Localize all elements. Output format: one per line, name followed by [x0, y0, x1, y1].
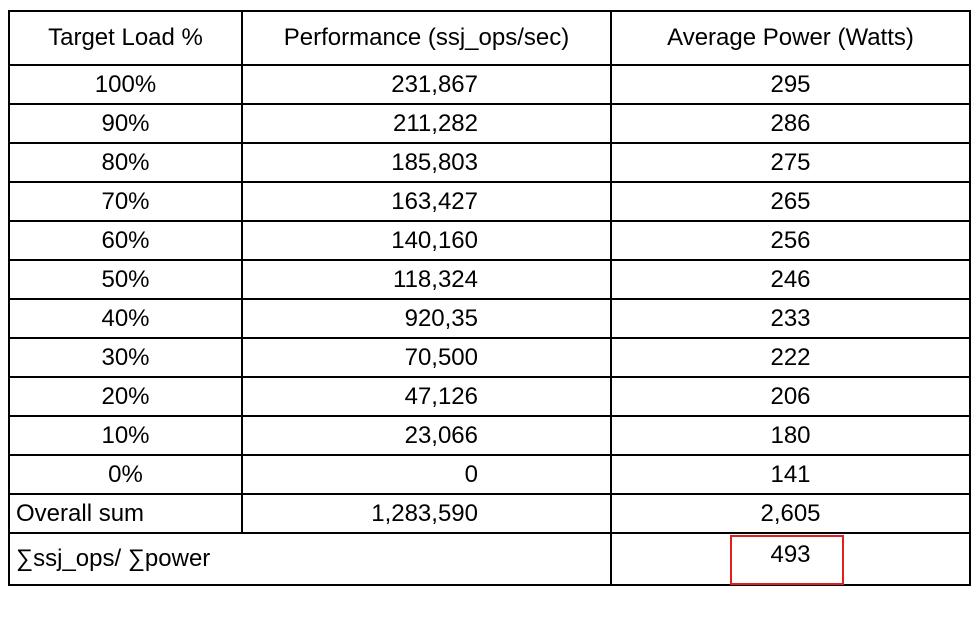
power-cell: 265: [610, 181, 971, 222]
overall-sum-label: Overall sum: [8, 493, 243, 534]
power-cell: 141: [610, 454, 971, 495]
overall-power-cell: 2,605: [610, 493, 971, 534]
overall-performance-cell: 1,283,590: [241, 493, 612, 534]
performance-cell: 185,803: [241, 142, 612, 183]
overall-sum-row: Overall sum 1,283,590 2,605: [8, 493, 971, 534]
table-row: 40% 920,35 233: [8, 298, 971, 339]
load-cell: 30%: [8, 337, 243, 378]
power-cell: 256: [610, 220, 971, 261]
power-cell: 286: [610, 103, 971, 144]
power-cell: 295: [610, 64, 971, 105]
load-cell: 20%: [8, 376, 243, 417]
table-row: 70% 163,427 265: [8, 181, 971, 222]
performance-value: 231,867: [391, 70, 478, 98]
load-cell: 40%: [8, 298, 243, 339]
power-cell: 233: [610, 298, 971, 339]
header-target-load: Target Load %: [8, 10, 243, 66]
header-row: Target Load % Performance (ssj_ops/sec) …: [8, 10, 971, 66]
performance-cell: 920,35: [241, 298, 612, 339]
table-row: 50% 118,324 246: [8, 259, 971, 300]
load-cell: 80%: [8, 142, 243, 183]
power-cell: 222: [610, 337, 971, 378]
performance-cell: 163,427: [241, 181, 612, 222]
results-table: Target Load % Performance (ssj_ops/sec) …: [8, 10, 971, 586]
overall-performance-value: 1,283,590: [371, 499, 478, 527]
performance-value: 185,803: [391, 148, 478, 176]
ratio-row: ∑ssj_ops/ ∑power 493: [8, 532, 971, 586]
performance-value: 920,35: [404, 304, 478, 332]
performance-value: 0: [464, 460, 478, 488]
load-cell: 50%: [8, 259, 243, 300]
performance-value: 163,427: [391, 187, 478, 215]
table-row: 60% 140,160 256: [8, 220, 971, 261]
load-cell: 60%: [8, 220, 243, 261]
performance-cell: 211,282: [241, 103, 612, 144]
power-cell: 246: [610, 259, 971, 300]
ratio-value-cell: 493: [610, 532, 971, 586]
load-cell: 100%: [8, 64, 243, 105]
table-row: 0% 0 141: [8, 454, 971, 495]
performance-cell: 118,324: [241, 259, 612, 300]
table-row: 80% 185,803 275: [8, 142, 971, 183]
header-performance: Performance (ssj_ops/sec): [241, 10, 612, 66]
performance-cell: 70,500: [241, 337, 612, 378]
performance-value: 140,160: [391, 226, 478, 254]
performance-cell: 140,160: [241, 220, 612, 261]
performance-cell: 47,126: [241, 376, 612, 417]
performance-value: 118,324: [393, 265, 478, 293]
header-average-power: Average Power (Watts): [610, 10, 971, 66]
power-cell: 206: [610, 376, 971, 417]
table-row: 100% 231,867 295: [8, 64, 971, 105]
power-cell: 275: [610, 142, 971, 183]
results-table-container: Target Load % Performance (ssj_ops/sec) …: [8, 10, 971, 586]
load-cell: 90%: [8, 103, 243, 144]
performance-value: 47,126: [404, 382, 478, 410]
load-cell: 10%: [8, 415, 243, 456]
load-cell: 0%: [8, 454, 243, 495]
ratio-label: ∑ssj_ops/ ∑power: [8, 532, 612, 586]
performance-cell: 23,066: [241, 415, 612, 456]
power-cell: 180: [610, 415, 971, 456]
load-cell: 70%: [8, 181, 243, 222]
performance-cell: 0: [241, 454, 612, 495]
performance-value: 70,500: [404, 343, 478, 371]
table-row: 90% 211,282 286: [8, 103, 971, 144]
performance-value: 211,282: [393, 109, 478, 137]
table-row: 10% 23,066 180: [8, 415, 971, 456]
performance-cell: 231,867: [241, 64, 612, 105]
table-row: 30% 70,500 222: [8, 337, 971, 378]
performance-value: 23,066: [404, 421, 478, 449]
ratio-value: 493: [770, 541, 811, 568]
table-row: 20% 47,126 206: [8, 376, 971, 417]
